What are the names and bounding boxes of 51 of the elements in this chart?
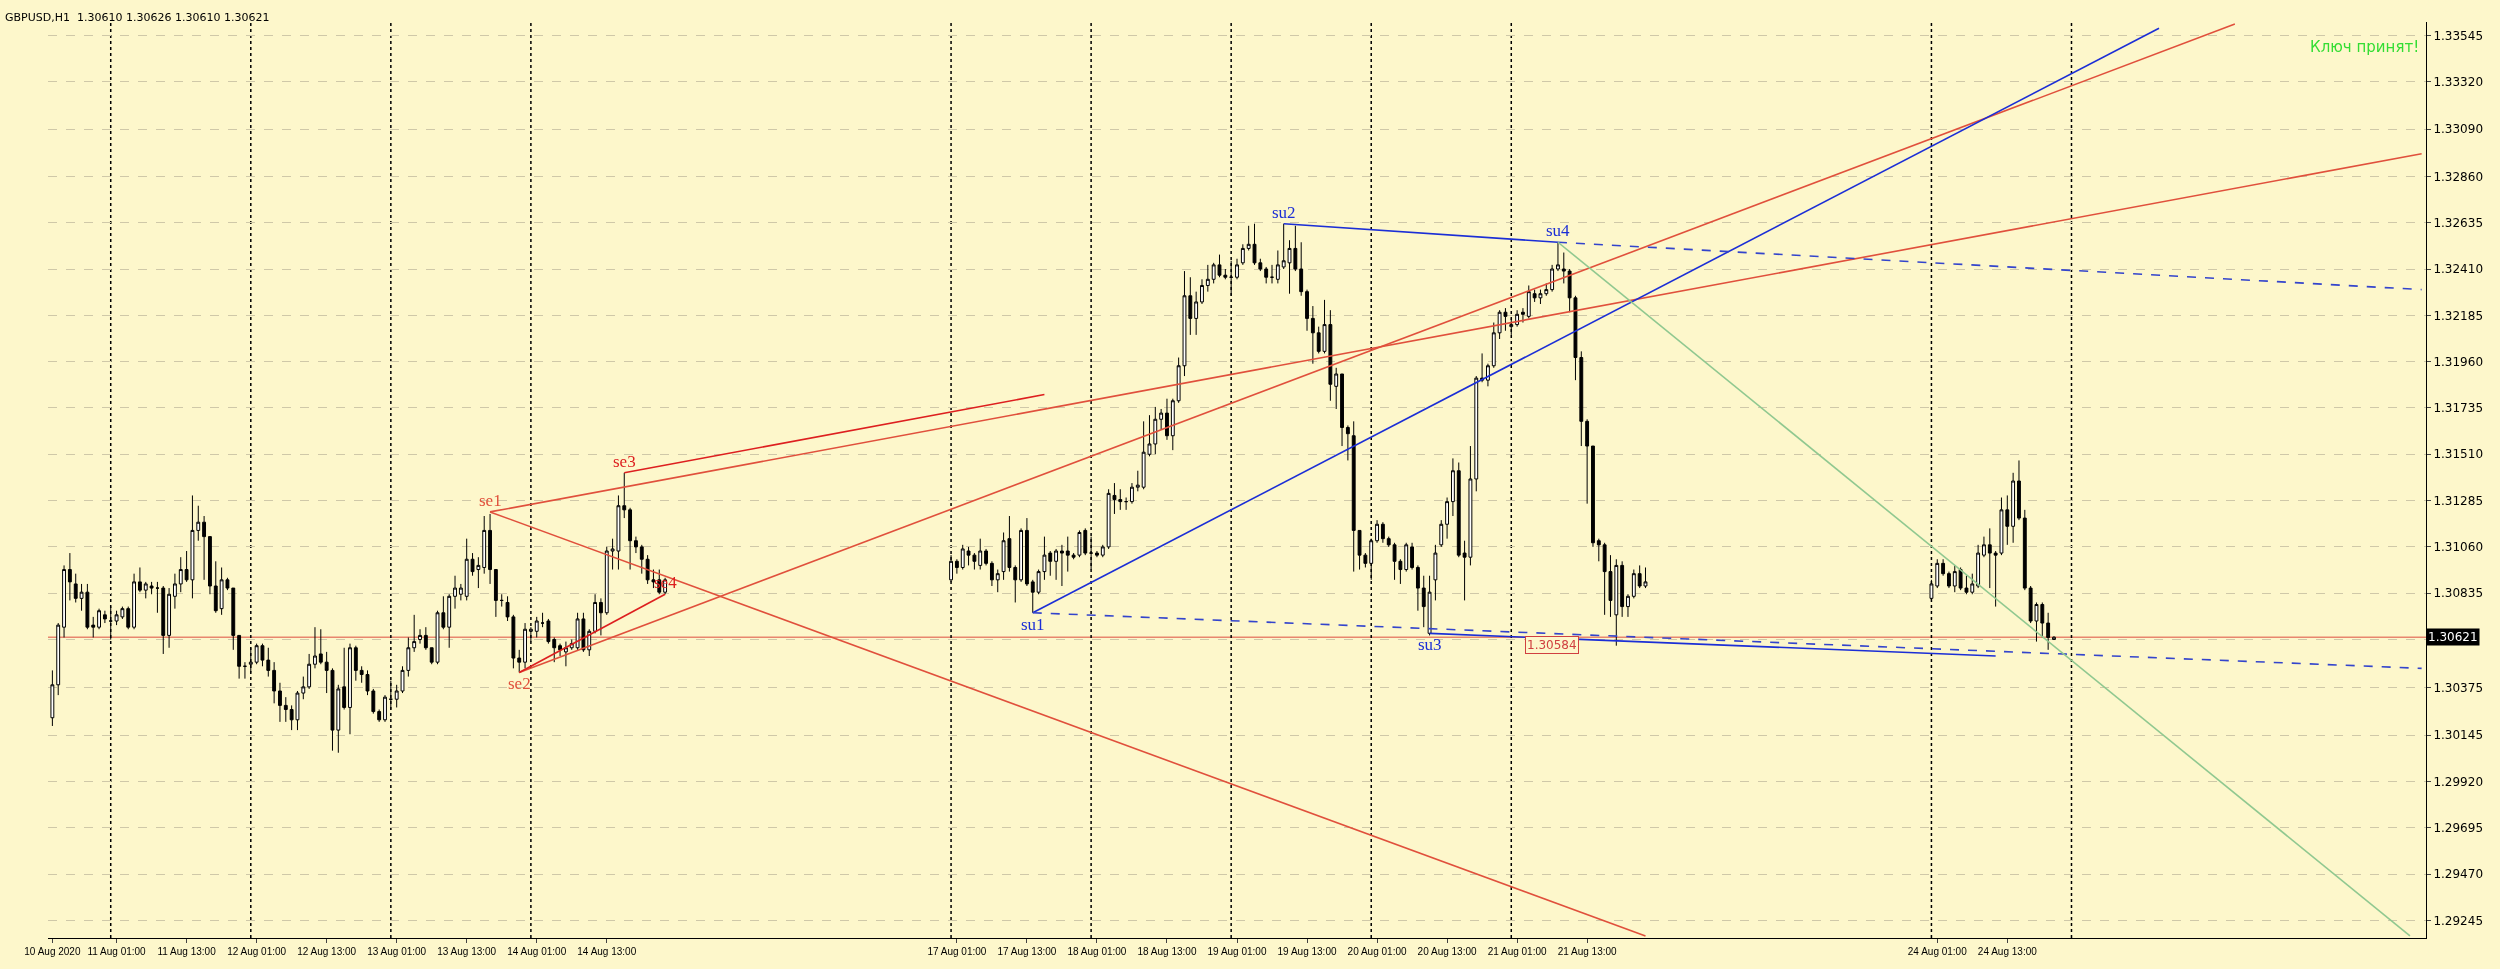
y-tick-label: 1.29470 [2433,867,2484,882]
x-tick-label: 19 Aug 01:00 [1207,946,1267,957]
y-tick-label: 1.32635 [2433,215,2484,230]
annotation: se2 [508,674,531,693]
x-tick-label: 20 Aug 01:00 [1347,946,1407,957]
y-tick-label: 1.32410 [2433,262,2484,277]
x-tick-label: 18 Aug 01:00 [1067,946,1127,957]
x-tick-label: 24 Aug 13:00 [1977,946,2038,957]
x-tick-label: 18 Aug 13:00 [1137,946,1197,957]
y-tick-label: 1.33320 [2433,74,2484,89]
y-tick-label: 1.31060 [2433,540,2484,555]
y-tick-label: 1.29245 [2433,913,2484,928]
y-tick-label: 1.32860 [2433,169,2484,184]
y-tick-label: 1.31735 [2433,401,2484,416]
y-tick-label: 1.31960 [2433,354,2484,369]
y-tick-label: 1.30835 [2433,586,2484,601]
x-tick-label: 10 Aug 2020 [24,946,81,957]
x-tick-label: 13 Aug 13:00 [437,946,497,957]
x-tick-label: 13 Aug 01:00 [367,946,427,957]
annotation: su4 [1546,221,1571,240]
annotation: Ключ принят! [2310,38,2420,56]
y-tick-label: 1.31285 [2433,493,2484,508]
chart-title: GBPUSD,H1 1.30610 1.30626 1.30610 1.30621 [5,11,270,25]
y-tick-label: 1.33090 [2433,122,2484,137]
x-tick-label: 14 Aug 13:00 [577,946,637,957]
y-tick-label: 1.29695 [2433,821,2484,836]
ref-line-label: 1.30621 [2428,630,2478,644]
x-tick-label: 14 Aug 01:00 [507,946,567,957]
annotation: su3 [1418,635,1442,654]
x-tick-label: 19 Aug 13:00 [1277,946,1337,957]
x-tick-label: 11 Aug 13:00 [157,946,217,957]
x-tick-label: 17 Aug 13:00 [997,946,1057,957]
x-tick-label: 17 Aug 01:00 [927,946,987,957]
annotation: su2 [1272,203,1296,222]
annotation: se3 [613,452,636,471]
x-tick-label: 12 Aug 01:00 [227,946,287,957]
x-tick-label: 24 Aug 01:00 [1907,946,1968,957]
x-tick-label: 20 Aug 13:00 [1417,946,1477,957]
y-tick-label: 1.33545 [2433,28,2484,43]
y-tick-label: 1.32185 [2433,308,2484,323]
y-tick-label: 1.29920 [2433,774,2484,789]
annotation: 1.30584 [1527,638,1577,652]
x-tick-label: 21 Aug 13:00 [1557,946,1618,957]
x-tick-label: 11 Aug 01:00 [87,946,147,957]
annotation: se1 [479,491,502,510]
y-tick-label: 1.30145 [2433,728,2484,743]
y-tick-label: 1.30375 [2433,681,2484,696]
x-tick-label: 12 Aug 13:00 [297,946,357,957]
x-tick-label: 21 Aug 01:00 [1487,946,1548,957]
annotation: su1 [1021,615,1045,634]
y-tick-label: 1.31510 [2433,447,2484,462]
